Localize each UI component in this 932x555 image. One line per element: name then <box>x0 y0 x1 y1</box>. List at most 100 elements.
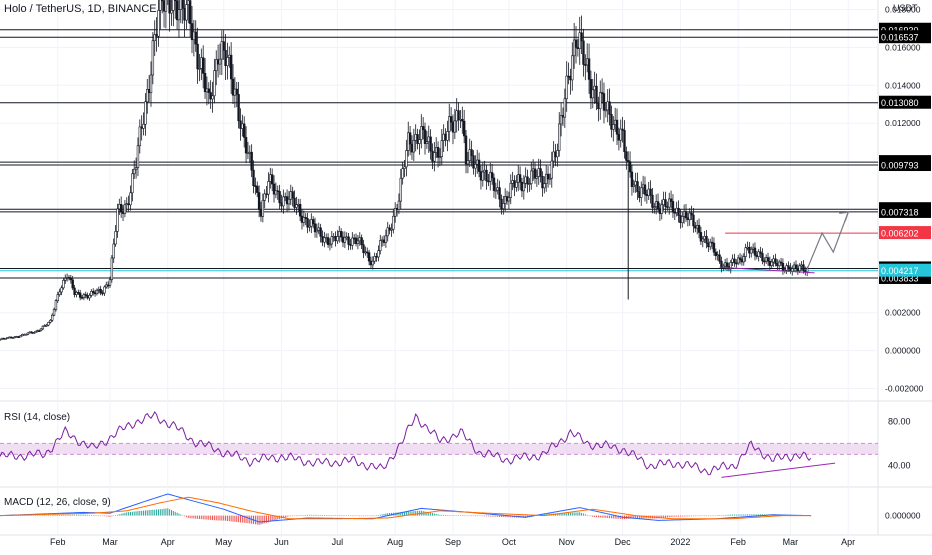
candle-body <box>714 251 718 257</box>
candle-body <box>272 183 276 195</box>
macd-histogram-bar <box>568 512 570 516</box>
candle-body <box>766 257 770 262</box>
level-price-label-text: 0.016537 <box>881 33 919 43</box>
macd-histogram-bar <box>318 514 320 516</box>
candle-body <box>524 176 527 184</box>
macd-histogram-bar <box>711 515 713 517</box>
candle-body <box>103 286 106 294</box>
macd-histogram-bar <box>273 515 275 521</box>
macd-histogram-bar <box>732 514 734 516</box>
candle-body <box>23 334 26 336</box>
level-price-label: 0.016537 <box>879 30 931 44</box>
candle-body <box>254 185 257 187</box>
macd-histogram-bar <box>36 515 38 516</box>
macd-histogram-bar <box>707 515 709 517</box>
candle-body <box>435 147 438 153</box>
candle-body <box>265 193 268 196</box>
candle-body <box>531 168 535 172</box>
candle-body <box>792 264 796 269</box>
level-price-label-bg <box>879 30 931 44</box>
macd-histogram-bar <box>23 515 25 516</box>
candle-body <box>412 140 416 153</box>
macd-histogram-bar <box>670 515 672 517</box>
projection-arrowhead <box>839 211 850 222</box>
candle-body <box>121 211 125 214</box>
macd-histogram-bar <box>368 515 370 517</box>
y-tick-label: 0.002000 <box>885 308 921 318</box>
candle-body <box>300 215 304 223</box>
candle-body <box>21 334 24 337</box>
macd-histogram-bar <box>448 515 450 516</box>
candle-body <box>757 251 760 257</box>
macd-histogram-bar <box>594 515 596 518</box>
macd-histogram-bar <box>663 515 665 518</box>
candle-body <box>118 204 121 210</box>
candle-body <box>338 231 341 237</box>
candle-body <box>330 236 334 245</box>
candle-body <box>274 190 278 195</box>
candle-body <box>192 31 196 41</box>
x-tick-label: Apr <box>841 537 855 547</box>
macd-histogram-bar <box>221 515 223 521</box>
macd-histogram-bar <box>683 515 685 517</box>
candle-body <box>543 183 546 189</box>
candle-body <box>62 280 65 289</box>
candle-body <box>19 335 22 338</box>
level-price-label: 0.007318 <box>879 204 931 218</box>
macd-histogram-bar <box>239 515 241 523</box>
macd-histogram-bar <box>426 511 428 516</box>
macd-histogram-bar <box>359 515 361 517</box>
candle-body <box>429 136 432 152</box>
candle-body <box>0 338 2 341</box>
macd-histogram-bar <box>370 515 372 517</box>
candle-body <box>215 59 218 72</box>
candle-body <box>474 164 477 169</box>
candle-body <box>436 147 440 158</box>
macd-histogram-bar <box>90 514 92 516</box>
candle-body <box>709 241 712 248</box>
candle-body <box>669 198 673 202</box>
candle-body <box>84 294 87 296</box>
candle-body <box>623 130 626 153</box>
candle-body <box>513 180 516 188</box>
macd-histogram-bar <box>204 515 206 520</box>
y-tick-label: 0.000000 <box>885 346 921 356</box>
candle-body <box>464 135 468 165</box>
candle-body <box>295 204 298 208</box>
candle-body <box>688 212 691 220</box>
candle-body <box>768 260 772 266</box>
macd-histogram-bar <box>637 515 639 519</box>
macd-histogram-bar <box>700 515 702 517</box>
macd-histogram-bar <box>212 515 214 521</box>
macd-histogram-bar <box>202 515 204 520</box>
macd-histogram-bar <box>238 515 240 523</box>
candle-body <box>6 337 9 339</box>
candle-body <box>134 167 138 170</box>
candle-body <box>610 114 613 130</box>
candle-body <box>438 156 442 159</box>
macd-histogram-bar <box>635 515 637 519</box>
x-tick-label: Jun <box>274 537 289 547</box>
candle-body <box>358 237 361 242</box>
candle-body <box>392 215 395 230</box>
candle-body <box>608 101 611 115</box>
rsi-band <box>0 443 878 455</box>
candle-body <box>736 257 740 264</box>
macd-histogram-bar <box>336 515 338 516</box>
candle-body <box>60 287 63 293</box>
macd-histogram-bar <box>161 508 163 516</box>
candle-body <box>772 258 775 263</box>
macd-histogram-bar <box>131 511 133 516</box>
macd-histogram-bar <box>148 510 150 516</box>
macd-histogram-bar <box>674 515 676 517</box>
candle-body <box>576 47 580 49</box>
candle-body <box>451 121 455 133</box>
macd-histogram-bar <box>102 515 104 517</box>
candle-body <box>565 75 568 100</box>
candle-body <box>574 39 578 48</box>
candle-body <box>326 237 330 245</box>
candle-body <box>34 331 37 334</box>
candle-body <box>619 128 622 141</box>
candle-body <box>194 31 197 45</box>
candle-body <box>293 197 296 208</box>
